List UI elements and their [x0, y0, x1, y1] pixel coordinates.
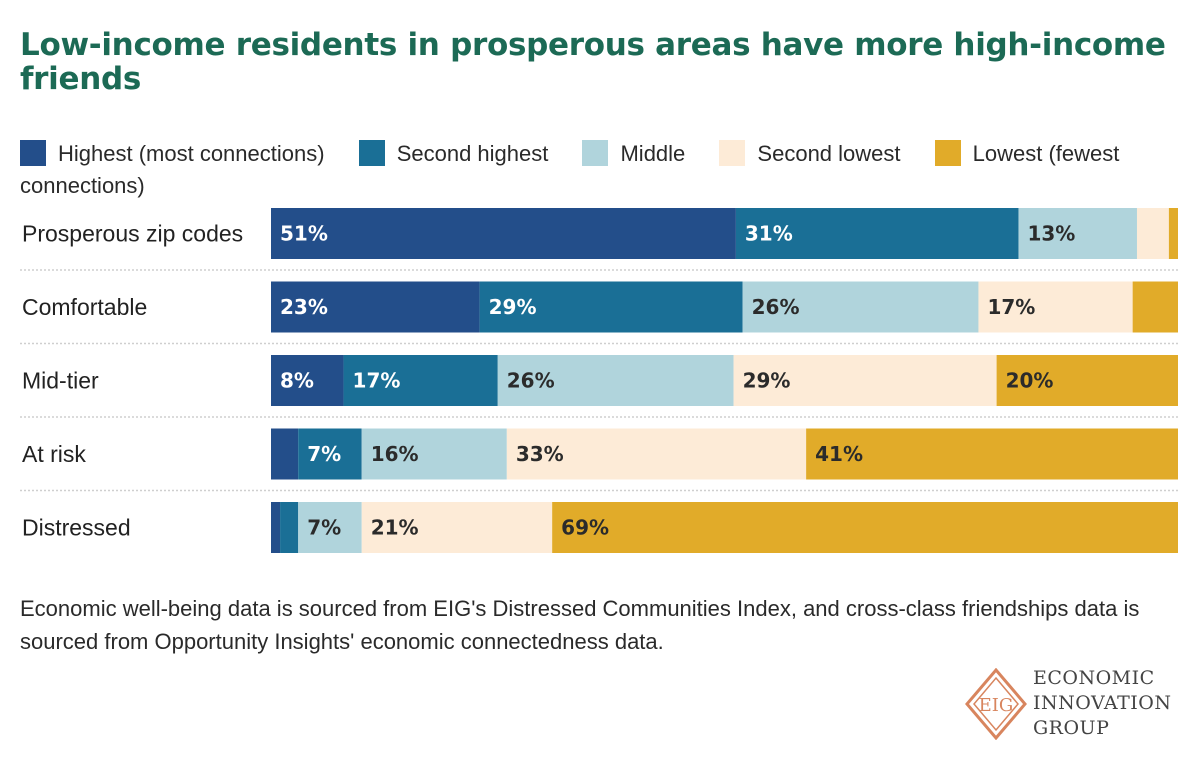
bar-value-label: 33% [516, 442, 564, 466]
row-label-4: Distressed [22, 515, 131, 541]
bar-segment [506, 428, 807, 480]
bar-segment [1136, 208, 1169, 259]
row-label-0: Prosperous zip codes [22, 221, 243, 247]
bar-value-label: 23% [280, 295, 328, 319]
row-label-3: At risk [22, 441, 86, 467]
bar-segment [280, 502, 299, 553]
legend-label-second-lowest: Second lowest [757, 141, 901, 166]
bar-segment [298, 502, 362, 553]
legend-swatch-lowest [934, 140, 961, 166]
bar-value-label: 7% [307, 516, 341, 540]
bar-segment [361, 502, 553, 553]
bar-segment [733, 355, 997, 406]
bar-value-label: 41% [815, 442, 863, 466]
bar-segment [271, 428, 299, 480]
bar-value-label: 21% [371, 516, 419, 540]
bar-value-label: 20% [1006, 369, 1054, 393]
legend-swatch-highest [20, 140, 46, 166]
logo-line-3: GROUP [1033, 717, 1110, 739]
bar-segment [978, 281, 1133, 333]
bar-value-label: 7% [307, 442, 341, 466]
bar-segment [742, 281, 979, 333]
legend-item-second-highest: Second highest [358, 140, 549, 166]
bar-segment [479, 281, 743, 333]
bar-segment [806, 428, 1178, 480]
legend: Highest (most connections) Second highes… [20, 138, 1190, 202]
bar-value-label: 69% [561, 516, 609, 540]
bar-segment [1168, 208, 1178, 259]
legend-swatch-second-highest [358, 140, 385, 166]
bar-value-label: 26% [752, 295, 800, 319]
legend-item-middle: Middle [582, 140, 686, 166]
bar-segment [343, 355, 498, 406]
bar-value-label: 29% [489, 295, 537, 319]
bar-value-label: 8% [280, 369, 314, 393]
bar-segment [497, 355, 734, 406]
eig-mark-text: EIG [979, 695, 1014, 716]
bar-segment [552, 502, 1178, 553]
bar-segment [996, 355, 1178, 406]
bar-segment [271, 208, 736, 259]
bar-segment [271, 502, 281, 553]
row-label-1: Comfortable [22, 294, 147, 320]
source-note: Economic well-being data is sourced from… [20, 596, 1140, 654]
legend-item-lowest: Lowest (fewest connections) [20, 140, 1120, 198]
logo-line-1: ECONOMIC [1033, 667, 1155, 689]
bar-value-label: 16% [371, 442, 419, 466]
legend-label-second-highest: Second highest [396, 141, 549, 166]
bar-value-label: 51% [280, 222, 328, 246]
legend-item-second-lowest: Second lowest [719, 140, 901, 166]
legend-label-lowest: Lowest (fewest connections) [20, 141, 1120, 198]
bar-segment [1132, 281, 1178, 333]
bar-segment [271, 355, 344, 406]
eig-diamond-icon: EIG [965, 668, 1027, 740]
legend-item-highest: Highest (most connections) [20, 140, 325, 166]
bar-segment [298, 428, 362, 480]
legend-swatch-middle [582, 140, 609, 166]
eig-logo: EIG ECONOMIC INNOVATION GROUP [965, 666, 1185, 746]
bar-segment [1018, 208, 1137, 259]
bar-segment [271, 281, 480, 333]
bar-value-label: 31% [745, 222, 793, 246]
logo-line-2: INNOVATION [1033, 692, 1172, 714]
bar-value-label: 17% [353, 369, 401, 393]
bar-value-label: 17% [987, 295, 1035, 319]
eig-wordmark: ECONOMIC INNOVATION GROUP [1033, 666, 1172, 741]
legend-label-highest: Highest (most connections) [58, 141, 325, 166]
bar-value-label: 13% [1027, 222, 1075, 246]
bar-value-label: 26% [507, 369, 555, 393]
chart-title: Low-income residents in prosperous areas… [20, 27, 1166, 97]
legend-swatch-second-lowest [719, 140, 746, 166]
bar-segment [361, 428, 507, 480]
bar-value-label: 29% [743, 369, 791, 393]
bar-segment [735, 208, 1019, 259]
row-label-2: Mid-tier [22, 368, 99, 394]
legend-label-middle: Middle [620, 141, 686, 166]
